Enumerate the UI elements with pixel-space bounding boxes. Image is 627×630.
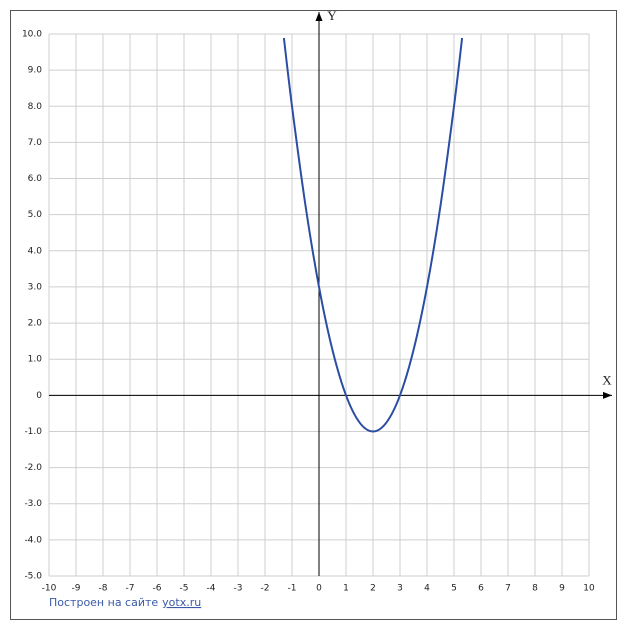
x-tick-label: 10 [583, 584, 595, 594]
axes [49, 12, 612, 576]
x-tick-label: 6 [478, 584, 484, 594]
y-tick-label: 5.0 [28, 210, 43, 220]
x-tick-label: -3 [234, 584, 243, 594]
x-tick-label: -10 [42, 584, 57, 594]
x-tick-label: -9 [72, 584, 81, 594]
y-axis-label: Y [327, 8, 337, 23]
x-tick-label: 0 [316, 584, 322, 594]
x-tick-label: 2 [370, 584, 376, 594]
y-tick-label: 9.0 [28, 66, 43, 76]
x-tick-label: -2 [261, 584, 270, 594]
x-tick-label: 8 [532, 584, 538, 594]
labels: -10 -9 -8 -7 -6 -5 -4 -3 -2 -1 0 1 2 3 4 5 6 7 8 9 1010.09.0… [22, 8, 612, 594]
frame [10, 10, 617, 620]
x-tick-label: 7 [505, 584, 511, 594]
x-tick-label: -7 [126, 584, 135, 594]
x-tick-label: -8 [99, 584, 108, 594]
y-tick-label: 4.0 [28, 246, 43, 256]
y-tick-label: 2.0 [28, 319, 43, 329]
x-arrow [603, 391, 612, 399]
plot [282, 37, 464, 433]
x-axis-label: X [602, 372, 612, 387]
y-tick-label: -3.0 [24, 499, 42, 509]
y-tick-label: -5.0 [24, 572, 42, 582]
y-tick-label: 8.0 [28, 102, 43, 112]
x-tick-label: 3 [397, 584, 403, 594]
y-tick-label: 3.0 [28, 282, 43, 292]
x-tick-label: -4 [207, 584, 216, 594]
x-tick-label: -5 [180, 584, 189, 594]
y-tick-label: 7.0 [28, 138, 43, 148]
credit-link[interactable]: yotx.ru [162, 596, 201, 609]
x-tick-label: 9 [559, 584, 565, 594]
credit-text: Построен на сайте [49, 596, 158, 609]
x-tick-label: 4 [424, 584, 430, 594]
x-tick-label: -6 [153, 584, 162, 594]
curve [282, 37, 464, 433]
y-tick-label: 6.0 [28, 174, 43, 184]
y-tick-label: -2.0 [24, 463, 42, 473]
x-tick-label: 1 [343, 584, 349, 594]
y-tick-label: 1.0 [28, 355, 43, 365]
y-tick-label: -1.0 [24, 427, 42, 437]
x-tick-label: 5 [451, 584, 457, 594]
x-tick-label: -1 [288, 584, 297, 594]
y-tick-label: 0 [36, 391, 42, 401]
y-tick-label: 10.0 [22, 30, 42, 40]
y-tick-label: -4.0 [24, 535, 42, 545]
y-arrow [315, 12, 323, 21]
